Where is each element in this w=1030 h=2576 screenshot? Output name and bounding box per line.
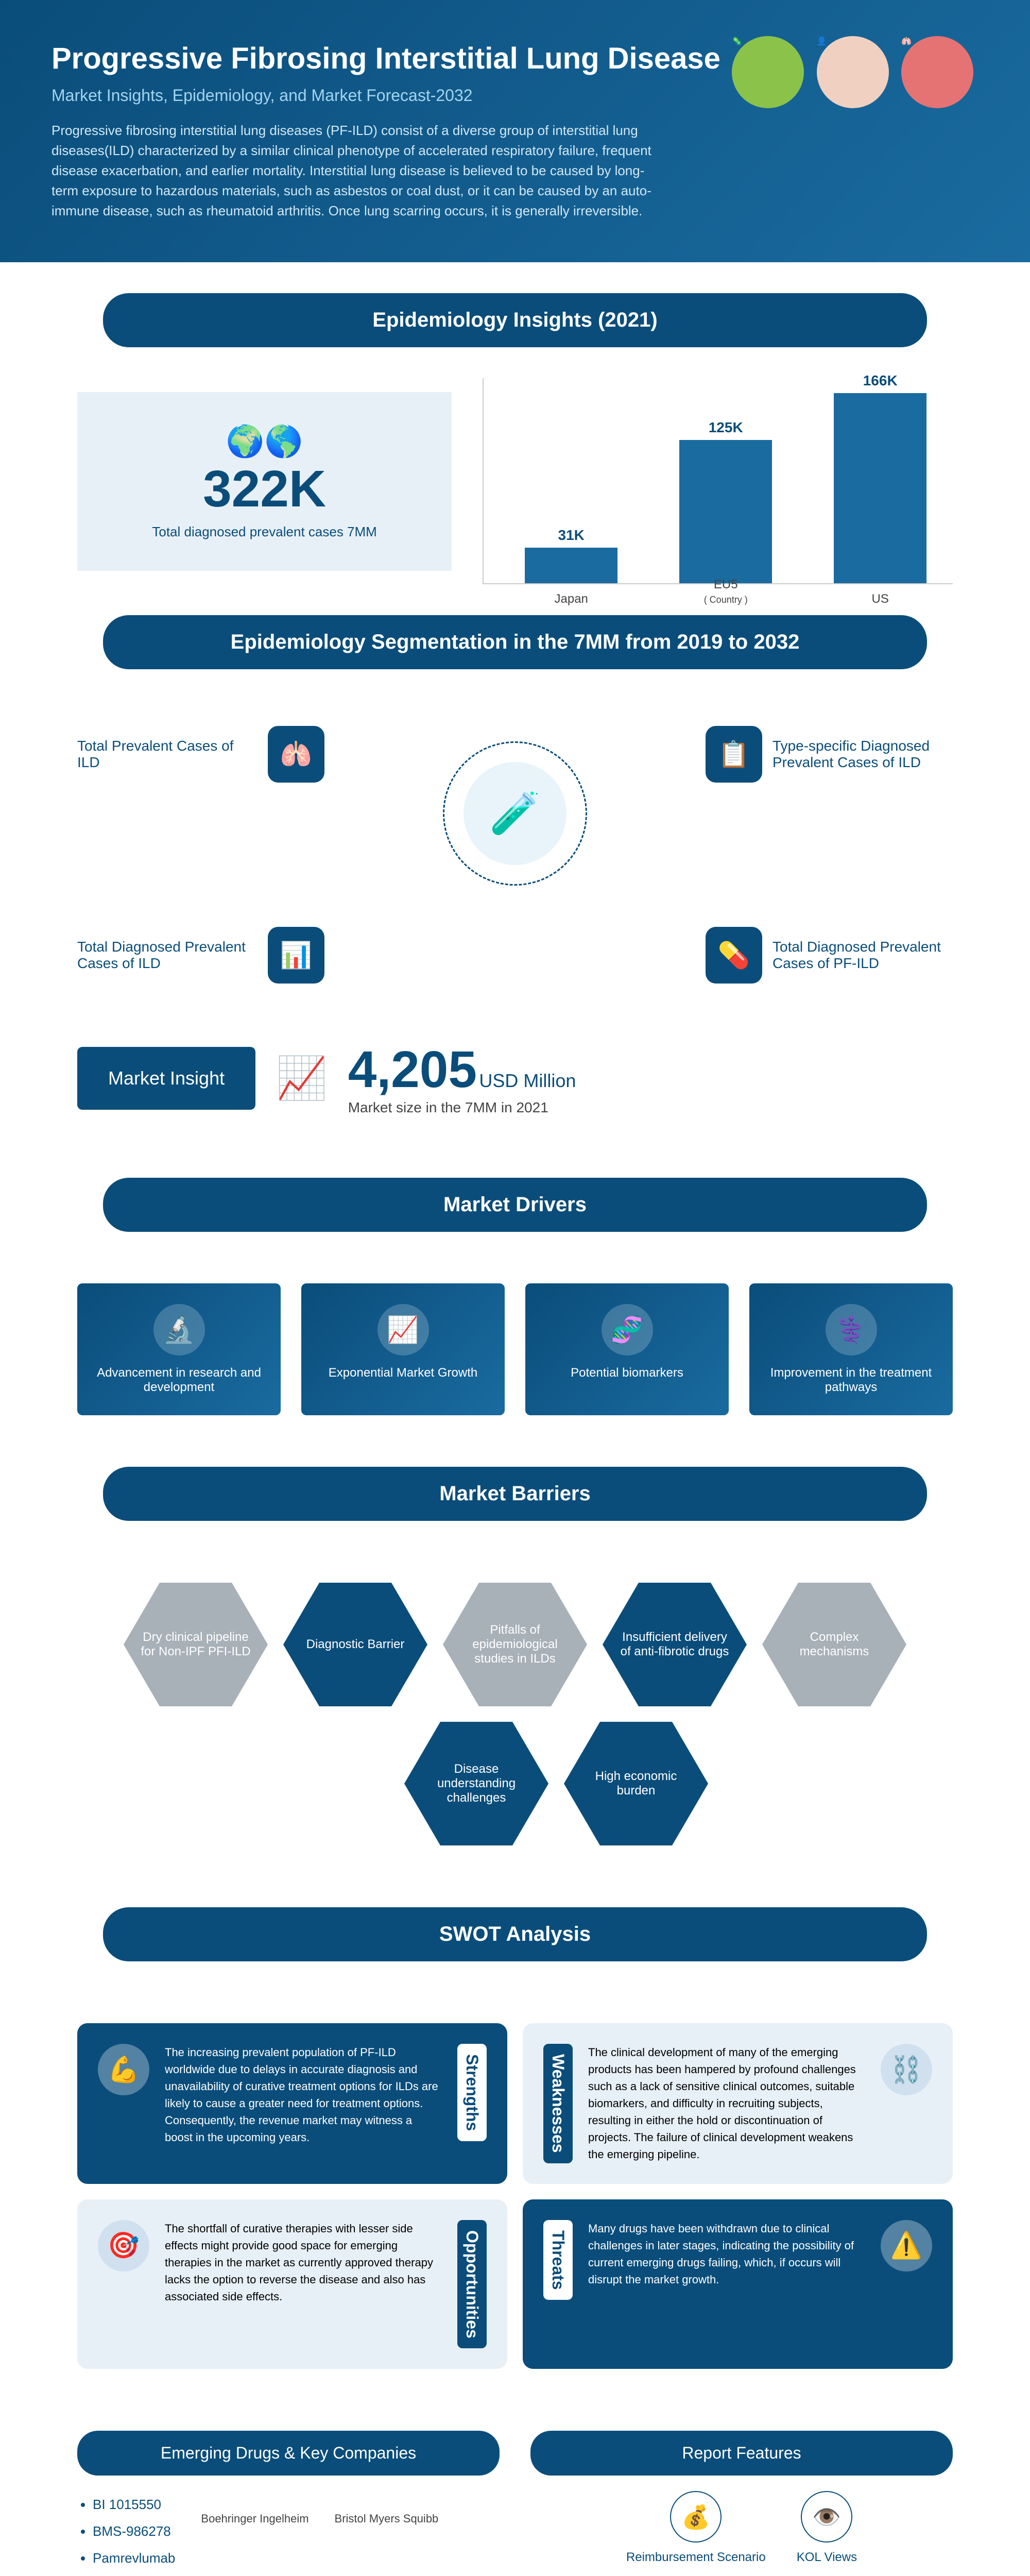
intro-text: Progressive fibrosing interstitial lung …: [52, 121, 670, 221]
epi-big-number-card: 🌍🌎 322K Total diagnosed prevalent cases …: [77, 392, 452, 571]
opportunity-icon: 🎯: [98, 2220, 149, 2272]
swot-opportunities: 🎯 The shortfall of curative therapies wi…: [77, 2199, 507, 2369]
epi-total-label: Total diagnosed prevalent cases 7MM: [108, 524, 421, 540]
report-features: 💰 Reimbursement Scenario 👁️ KOL Views: [530, 2491, 953, 2565]
market-insight-label: Market Insight: [77, 1047, 255, 1110]
barrier-hex: Complex mechanisms: [762, 1583, 906, 1706]
barrier-hex: High economic burden: [564, 1722, 708, 1845]
emerging-section: Emerging Drugs & Key Companies BI 101555…: [0, 2400, 1030, 2576]
list-item: PRM-151 (RG6354): [93, 2571, 175, 2576]
header-section: Progressive Fibrosing Interstitial Lung …: [0, 0, 1030, 262]
growth-icon: 📈: [377, 1304, 429, 1355]
barrier-hex: Disease understanding challenges: [404, 1722, 548, 1845]
barrier-hex: Dry clinical pipeline for Non-IPF PFI-IL…: [124, 1583, 268, 1706]
bar-japan: 31K Japan: [525, 548, 617, 583]
lungs-icon: 🫁: [901, 36, 973, 108]
report-icon: 📊: [268, 927, 324, 984]
swot-strengths: 💪 The increasing prevalent population of…: [77, 2023, 507, 2184]
reimbursement-icon: 💰: [670, 2491, 722, 2543]
list-item: Pamrevlumab: [93, 2545, 175, 2571]
driver-card: 📈Exponential Market Growth: [301, 1283, 505, 1415]
seg-item-2: 📋 Type-specific Diagnosed Prevalent Case…: [706, 726, 953, 783]
bar-eu5: 125K EU5( Country ): [679, 440, 772, 583]
company-logo: Boehringer Ingelheim: [196, 2507, 314, 2531]
company-logos: Boehringer Ingelheim Bristol Myers Squib…: [196, 2491, 500, 2576]
biomarker-icon: 🧬: [602, 1304, 653, 1355]
list-item: BI 1015550: [93, 2491, 175, 2518]
kol-icon: 👁️: [801, 2491, 852, 2543]
barrier-hex: Insufficient delivery of anti-fibrotic d…: [603, 1583, 747, 1706]
market-value: 4,205: [348, 1041, 477, 1098]
emerging-drugs-title: Emerging Drugs & Key Companies: [77, 2431, 500, 2476]
report-feature-item: 💰 Reimbursement Scenario: [626, 2491, 766, 2565]
virus-icon: 🦠: [732, 36, 804, 108]
market-sub: Market size in the 7MM in 2021: [348, 1099, 576, 1116]
seg-item-4: 💊 Total Diagnosed Prevalent Cases of PF-…: [706, 927, 953, 984]
epi-insights-title: Epidemiology Insights (2021): [103, 293, 927, 347]
epi-insights-section: 🌍🌎 322K Total diagnosed prevalent cases …: [0, 378, 1030, 584]
barrier-hex: Pitfalls of epidemiological studies in I…: [443, 1583, 587, 1706]
driver-card: ⚕️Improvement in the treatment pathways: [749, 1283, 953, 1415]
drug-list: BI 1015550 BMS-986278 Pamrevlumab PRM-15…: [77, 2491, 175, 2576]
epi-bar-chart: 31K Japan 125K EU5( Country ) 166K US: [483, 378, 953, 584]
drivers-section: 🔬Advancement in research and development…: [0, 1263, 1030, 1436]
drivers-title: Market Drivers: [103, 1178, 927, 1232]
swot-title: SWOT Analysis: [103, 1907, 927, 1961]
seg-item-1: Total Prevalent Cases of ILD 🫁: [77, 726, 324, 783]
lung-icon: 🫁: [268, 726, 324, 783]
market-insight-section: Market Insight 📈 4,205 USD Million Marke…: [0, 1009, 1030, 1147]
market-unit: USD Million: [479, 1070, 576, 1091]
list-item: BMS-986278: [93, 2518, 175, 2545]
report-feature-item: 👁️ KOL Views: [797, 2491, 857, 2565]
epi-total-number: 322K: [108, 460, 421, 519]
treatment-icon: ⚕️: [826, 1304, 877, 1355]
segmentation-title: Epidemiology Segmentation in the 7MM fro…: [103, 615, 927, 669]
growth-icon: 📈: [276, 1054, 328, 1103]
barriers-section: Dry clinical pipeline for Non-IPF PFI-IL…: [0, 1552, 1030, 1876]
seg-item-3: Total Diagnosed Prevalent Cases of ILD 📊: [77, 927, 324, 984]
driver-card: 🧬Potential biomarkers: [525, 1283, 729, 1415]
segmentation-center: 🧪: [443, 741, 587, 886]
lab-icon: 🧪: [464, 762, 566, 865]
company-logo: Bristol Myers Squibb: [330, 2507, 444, 2531]
research-icon: 🔬: [153, 1304, 205, 1355]
bar-us: 166K US: [834, 393, 926, 583]
anatomy-icon: 👤: [817, 36, 889, 108]
segmentation-section: 🧪 Total Prevalent Cases of ILD 🫁 📋 Type-…: [0, 700, 1030, 1009]
report-features-title: Report Features: [530, 2431, 953, 2476]
clipboard-icon: 📋: [706, 726, 762, 783]
driver-card: 🔬Advancement in research and development: [77, 1283, 281, 1415]
swot-threats: Threats Many drugs have been withdrawn d…: [523, 2199, 953, 2369]
weakness-icon: ⛓️: [881, 2044, 932, 2095]
barrier-hex: Diagnostic Barrier: [283, 1583, 427, 1706]
pills-icon: 💊: [706, 927, 762, 984]
swot-section: 💪 The increasing prevalent population of…: [0, 1992, 1030, 2400]
threat-icon: ⚠️: [881, 2220, 932, 2272]
strength-icon: 💪: [98, 2044, 149, 2095]
barriers-title: Market Barriers: [103, 1467, 927, 1521]
header-icons: 🦠 👤 🫁: [727, 31, 978, 113]
swot-weaknesses: Weaknesses The clinical development of m…: [523, 2023, 953, 2184]
